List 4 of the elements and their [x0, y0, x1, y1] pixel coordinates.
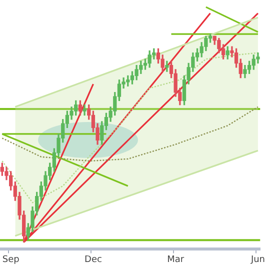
x-tick-label: Jun	[250, 254, 265, 265]
x-tick-label: Mar	[167, 254, 184, 265]
x-tick-label: Sep	[2, 254, 20, 265]
x-tick-label: Dec	[84, 254, 102, 265]
